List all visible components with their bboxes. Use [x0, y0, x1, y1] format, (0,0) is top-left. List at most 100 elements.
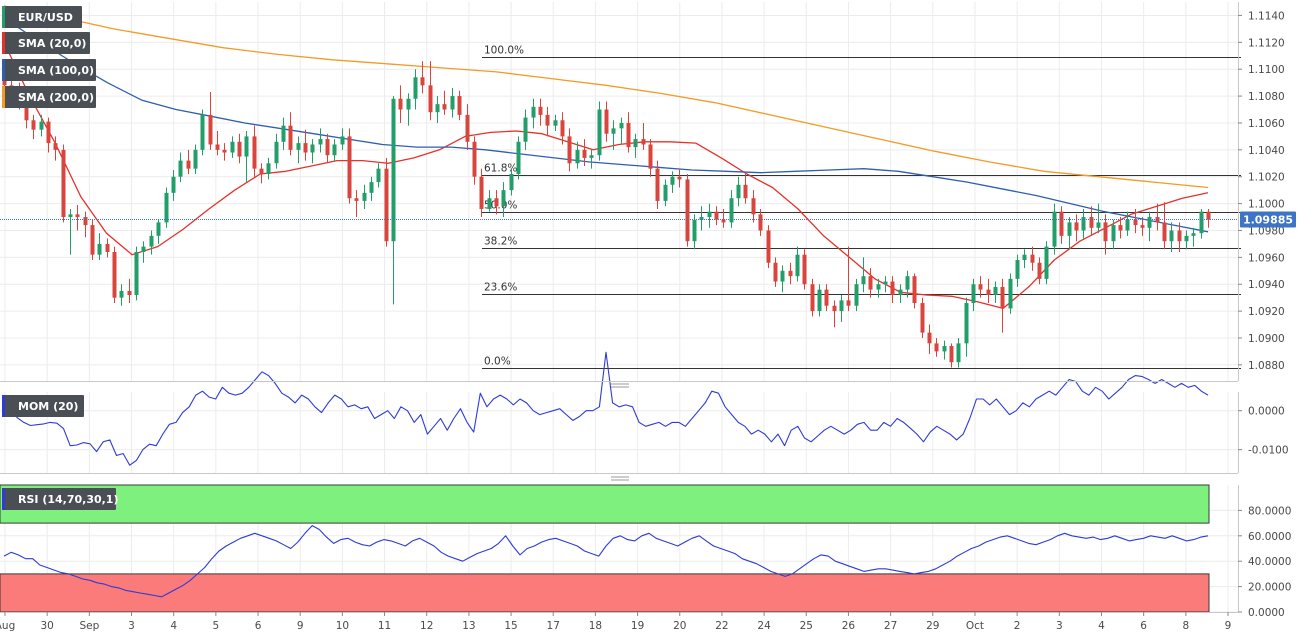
- candle[interactable]: [105, 238, 110, 258]
- candle[interactable]: [685, 174, 690, 247]
- candle[interactable]: [222, 143, 227, 161]
- candle[interactable]: [971, 278, 976, 312]
- candle[interactable]: [164, 187, 169, 228]
- candle[interactable]: [376, 163, 381, 188]
- candle[interactable]: [391, 96, 396, 305]
- candle[interactable]: [1155, 203, 1160, 231]
- candle[interactable]: [149, 230, 154, 255]
- candle[interactable]: [83, 211, 88, 238]
- candle[interactable]: [509, 168, 514, 196]
- candle[interactable]: [516, 136, 521, 180]
- candle[interactable]: [53, 136, 58, 161]
- candle[interactable]: [90, 219, 95, 261]
- candle[interactable]: [1074, 214, 1079, 242]
- candle[interactable]: [266, 157, 271, 180]
- candle[interactable]: [912, 273, 917, 309]
- candle[interactable]: [832, 300, 837, 328]
- candle[interactable]: [362, 184, 367, 209]
- candle[interactable]: [215, 131, 220, 156]
- candle[interactable]: [1000, 278, 1005, 333]
- candle[interactable]: [354, 190, 359, 218]
- candle[interactable]: [597, 101, 602, 161]
- candle[interactable]: [369, 176, 374, 201]
- candle[interactable]: [1169, 222, 1174, 252]
- candle[interactable]: [398, 85, 403, 123]
- candle[interactable]: [318, 128, 323, 153]
- candle[interactable]: [707, 203, 712, 228]
- candle[interactable]: [1022, 249, 1027, 269]
- candle[interactable]: [1147, 211, 1152, 242]
- candle[interactable]: [288, 112, 293, 156]
- candle[interactable]: [890, 276, 895, 304]
- candle[interactable]: [259, 163, 264, 184]
- candle[interactable]: [127, 278, 132, 304]
- candle[interactable]: [310, 139, 315, 164]
- candle[interactable]: [1162, 202, 1167, 250]
- candle[interactable]: [413, 69, 418, 110]
- candle[interactable]: [854, 278, 859, 312]
- candle[interactable]: [1081, 208, 1086, 239]
- candle[interactable]: [1111, 219, 1116, 250]
- candle[interactable]: [721, 208, 726, 228]
- candle[interactable]: [472, 136, 477, 185]
- candle[interactable]: [442, 90, 447, 115]
- candle[interactable]: [905, 270, 910, 298]
- candle[interactable]: [61, 144, 66, 223]
- candle[interactable]: [751, 190, 756, 223]
- candle[interactable]: [208, 92, 213, 150]
- candle[interactable]: [1044, 241, 1049, 285]
- candle[interactable]: [780, 265, 785, 293]
- candle[interactable]: [1030, 246, 1035, 271]
- candle[interactable]: [817, 284, 822, 317]
- candle[interactable]: [501, 182, 506, 218]
- candle[interactable]: [435, 96, 440, 123]
- candle[interactable]: [927, 324, 932, 355]
- candle[interactable]: [788, 262, 793, 285]
- candle[interactable]: [993, 281, 998, 304]
- candle[interactable]: [619, 117, 624, 145]
- candle[interactable]: [582, 139, 587, 166]
- candle[interactable]: [846, 246, 851, 312]
- candle[interactable]: [883, 276, 888, 293]
- legend-mom[interactable]: MOM (20): [2, 395, 84, 417]
- candle[interactable]: [942, 340, 947, 360]
- candle[interactable]: [956, 337, 961, 368]
- candle[interactable]: [560, 112, 565, 145]
- candle[interactable]: [156, 219, 161, 244]
- candle[interactable]: [325, 133, 330, 164]
- legend-sma100[interactable]: SMA (100,0): [2, 59, 96, 81]
- candle[interactable]: [773, 257, 778, 287]
- legend-sma200[interactable]: SMA (200,0): [2, 86, 96, 108]
- candle[interactable]: [523, 109, 528, 150]
- candle[interactable]: [736, 176, 741, 207]
- candle[interactable]: [193, 144, 198, 175]
- legend-eurusd[interactable]: EUR/USD: [2, 6, 82, 28]
- candle[interactable]: [1008, 273, 1013, 314]
- candle[interactable]: [920, 297, 925, 338]
- candle[interactable]: [457, 90, 462, 121]
- candle[interactable]: [465, 104, 470, 150]
- candle[interactable]: [200, 109, 205, 156]
- candle[interactable]: [420, 61, 425, 94]
- candle[interactable]: [296, 136, 301, 164]
- candle[interactable]: [758, 208, 763, 236]
- candle[interactable]: [1052, 203, 1057, 255]
- candle[interactable]: [655, 160, 660, 209]
- candle[interactable]: [1140, 217, 1145, 236]
- candle[interactable]: [861, 257, 866, 293]
- candle[interactable]: [633, 133, 638, 158]
- legend-sma20[interactable]: SMA (20,0): [2, 32, 90, 54]
- candle[interactable]: [347, 128, 352, 204]
- candle[interactable]: [1096, 203, 1101, 234]
- candle[interactable]: [1037, 257, 1042, 285]
- candle[interactable]: [112, 246, 117, 304]
- candle[interactable]: [494, 190, 499, 215]
- candle[interactable]: [303, 129, 308, 161]
- candle[interactable]: [119, 284, 124, 306]
- candle[interactable]: [1199, 208, 1204, 239]
- candle[interactable]: [876, 278, 881, 298]
- candle[interactable]: [1089, 206, 1094, 236]
- candle[interactable]: [729, 190, 734, 228]
- candle[interactable]: [949, 343, 954, 368]
- candle[interactable]: [663, 179, 668, 207]
